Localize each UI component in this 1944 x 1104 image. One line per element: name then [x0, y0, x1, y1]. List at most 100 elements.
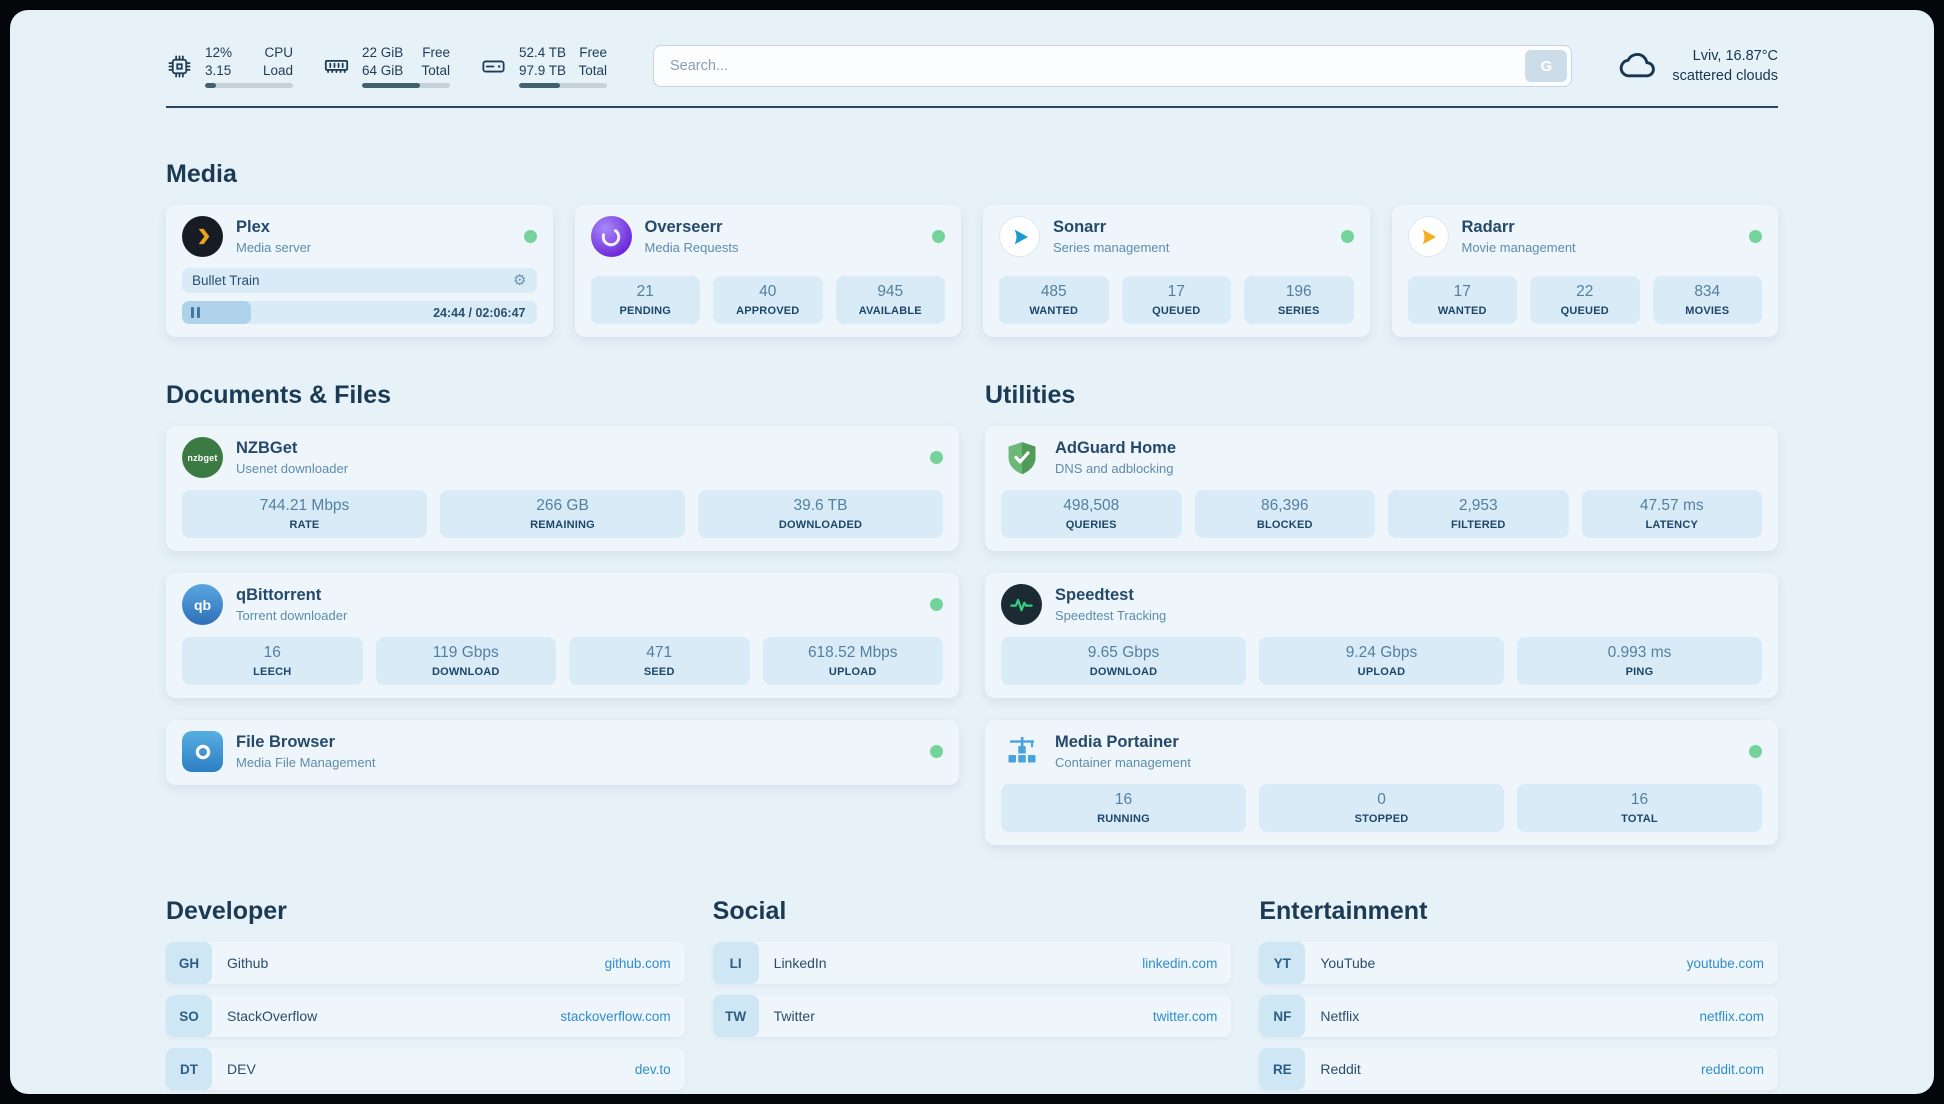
stat-value: 16	[1114, 791, 1133, 809]
twitter-badge-icon: TW	[712, 995, 759, 1038]
link-name: Reddit	[1320, 1061, 1361, 1078]
ram-total-value: 64 GiB	[362, 62, 404, 78]
cpu-progress-bar	[205, 83, 293, 89]
qbittorrent-icon-text: qb	[193, 596, 212, 613]
stat-label: DOWNLOAD	[431, 666, 500, 679]
stat-tile: 9.65 Gbps DOWNLOAD	[1001, 637, 1246, 686]
qbittorrent-logo-icon: qb	[182, 584, 223, 626]
stat-label: PENDING	[619, 305, 672, 318]
link-linkedin[interactable]: LI LinkedIn linkedin.com	[712, 942, 1232, 985]
stat-label: APPROVED	[736, 305, 800, 318]
speedtest-name: Speedtest	[1055, 586, 1134, 605]
stat-label: WANTED	[1029, 305, 1079, 318]
stat-tile: 485 WANTED	[999, 276, 1109, 325]
radarr-logo-icon	[1407, 216, 1449, 258]
link-url: github.com	[604, 955, 671, 971]
disk-widget: 52.4 TB Free 97.9 TB Total	[480, 44, 607, 89]
stat-value: 834	[1694, 283, 1721, 301]
radarr-subtitle: Movie management	[1461, 240, 1576, 256]
link-name: StackOverflow	[227, 1008, 318, 1025]
stat-tile: 16 LEECH	[182, 637, 363, 686]
radarr-card[interactable]: Radarr Movie management 17 WANTED 22 QUE…	[1391, 205, 1778, 338]
adguard-subtitle: DNS and adblocking	[1055, 461, 1174, 477]
stat-label: LATENCY	[1645, 519, 1699, 532]
link-name: Twitter	[773, 1008, 815, 1025]
link-dev[interactable]: DT DEV dev.to	[166, 1048, 685, 1091]
stat-tile: 834 MOVIES	[1652, 276, 1762, 325]
ram-icon	[323, 53, 350, 80]
link-netflix[interactable]: NF Netflix netflix.com	[1259, 995, 1778, 1038]
nzbget-card[interactable]: nzbget NZBGet Usenet downloader 744.21 M…	[166, 426, 959, 552]
link-name: YouTube	[1320, 955, 1376, 972]
section-utilities: Utilities AdGuard Home	[985, 337, 1778, 846]
filebrowser-card[interactable]: File Browser Media File Management	[166, 720, 959, 786]
link-url: twitter.com	[1152, 1008, 1218, 1024]
link-stackoverflow[interactable]: SO StackOverflow stackoverflow.com	[166, 995, 685, 1038]
ram-label-bottom: Total	[421, 62, 450, 78]
stat-tile: 471 SEED	[569, 637, 750, 686]
cpu-label-bottom: Load	[262, 62, 293, 78]
link-twitter[interactable]: TW Twitter twitter.com	[712, 995, 1232, 1038]
media-heading: Media	[166, 160, 237, 189]
cpu-usage-value: 12%	[205, 45, 233, 60]
section-developer: Developer GH Github github.com SO StackO…	[166, 851, 685, 1094]
sonarr-subtitle: Series management	[1053, 240, 1170, 256]
stat-tile: 17 QUEUED	[1121, 276, 1231, 325]
stat-label: WANTED	[1437, 305, 1487, 318]
overseerr-subtitle: Media Requests	[644, 240, 739, 256]
stat-tile: 266 GB REMAINING	[440, 490, 685, 539]
qbittorrent-card[interactable]: qb qBittorrent Torrent downloader 16 LEE…	[166, 573, 959, 699]
github-badge-icon: GH	[166, 942, 212, 985]
stat-label: QUEUED	[1152, 305, 1201, 318]
now-playing-title: Bullet Train	[192, 273, 260, 289]
filebrowser-subtitle: Media File Management	[236, 755, 376, 771]
stat-label: RUNNING	[1097, 813, 1150, 826]
adguard-name: AdGuard Home	[1055, 439, 1177, 458]
speedtest-subtitle: Speedtest Tracking	[1055, 608, 1167, 624]
adguard-shield-icon	[1001, 437, 1042, 478]
stat-label: QUERIES	[1065, 519, 1117, 532]
gear-icon[interactable]: ⚙	[513, 272, 527, 290]
link-github[interactable]: GH Github github.com	[166, 942, 685, 985]
stat-value: 2,953	[1458, 497, 1498, 515]
dashboard-page: 12% CPU 3.15 Load	[10, 10, 1934, 1094]
dev-badge-icon: DT	[166, 1048, 212, 1091]
search-engine-button[interactable]: G	[1525, 50, 1568, 83]
overseerr-logo-icon	[590, 216, 632, 258]
disk-label-top: Free	[579, 45, 607, 60]
link-url: stackoverflow.com	[560, 1008, 671, 1024]
stat-value: 485	[1040, 283, 1067, 301]
weather-widget: Lviv, 16.87°C scattered clouds	[1618, 46, 1778, 87]
link-reddit[interactable]: RE Reddit reddit.com	[1259, 1048, 1778, 1091]
stat-label: AVAILABLE	[858, 305, 922, 318]
stat-label: SEED	[643, 666, 675, 679]
playback-progress-bar[interactable]: 24:44 / 02:06:47	[182, 301, 537, 325]
stat-value: 17	[1453, 283, 1471, 301]
disk-label-bottom: Total	[578, 62, 607, 78]
section-social: Social LI LinkedIn linkedin.com TW Twitt…	[712, 851, 1232, 1048]
stat-value: 0.993 ms	[1607, 644, 1672, 662]
stat-value: 47.57 ms	[1639, 497, 1704, 515]
nzbget-logo-icon: nzbget	[182, 437, 223, 479]
portainer-card[interactable]: Media Portainer Container management 16 …	[985, 720, 1778, 846]
pause-icon[interactable]	[191, 307, 200, 319]
search-input[interactable]	[653, 45, 1573, 88]
section-entertainment: Entertainment YT YouTube youtube.com NF …	[1259, 851, 1778, 1094]
plex-card[interactable]: Plex Media server Bullet Train ⚙ 24:44 /…	[166, 205, 553, 338]
stat-value: 9.65 Gbps	[1087, 644, 1160, 662]
stat-tile: 2,953 FILTERED	[1388, 490, 1569, 539]
nzbget-icon-text: nzbget	[187, 452, 218, 463]
overseerr-card[interactable]: Overseerr Media Requests 21 PENDING 40 A…	[574, 205, 961, 338]
stat-tile: 39.6 TB DOWNLOADED	[698, 490, 943, 539]
sonarr-card[interactable]: Sonarr Series management 485 WANTED 17 Q…	[983, 205, 1370, 338]
speedtest-card[interactable]: Speedtest Speedtest Tracking 9.65 Gbps D…	[985, 573, 1778, 699]
adguard-card[interactable]: AdGuard Home DNS and adblocking 498,508 …	[985, 426, 1778, 552]
cpu-label-top: CPU	[264, 45, 293, 60]
stat-value: 196	[1285, 283, 1312, 301]
stat-tile: 945 AVAILABLE	[835, 276, 945, 325]
stat-tile: 618.52 Mbps UPLOAD	[762, 637, 943, 686]
link-youtube[interactable]: YT YouTube youtube.com	[1259, 942, 1778, 985]
section-documents: Documents & Files nzbget NZBGet Usenet d…	[166, 337, 959, 786]
stat-tile: 744.21 Mbps RATE	[182, 490, 427, 539]
documents-heading: Documents & Files	[166, 381, 392, 410]
